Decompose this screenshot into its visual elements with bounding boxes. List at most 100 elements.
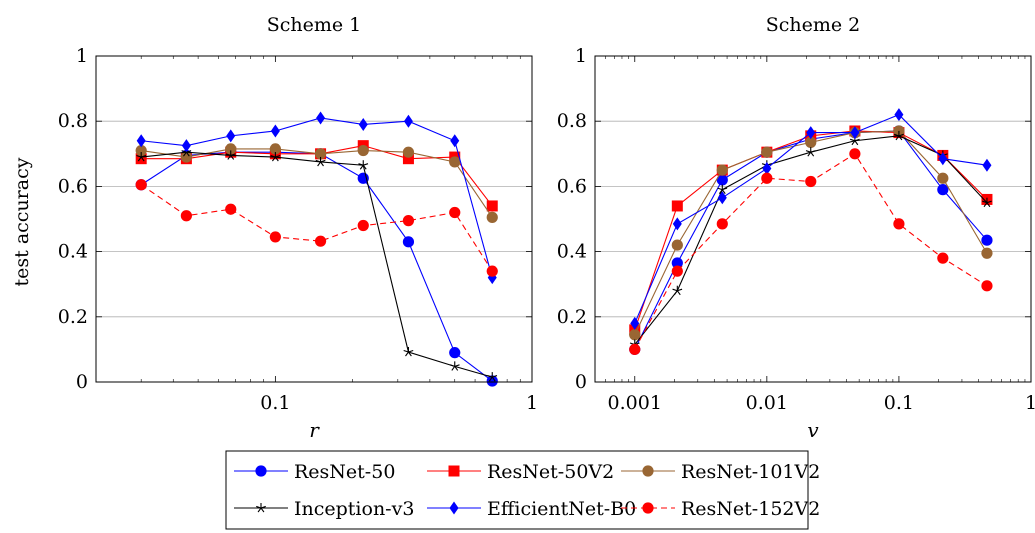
panel-1-series-inception-v3	[136, 147, 498, 382]
legend-label: EfficientNet-B0	[487, 498, 636, 520]
panel-2-data-point	[805, 147, 816, 157]
panel-1-series-line	[141, 151, 493, 378]
panel-1-series-line	[140, 184, 493, 272]
panel-2-data-point	[629, 329, 641, 341]
panel-2-series-resnet-152v2	[629, 148, 993, 355]
panel-2-data-point	[717, 191, 727, 205]
panel-2-data-point	[717, 184, 728, 195]
panel-2-series-line	[634, 130, 988, 335]
panel-2-title: Scheme 2	[766, 14, 861, 36]
panel-2-data-point	[982, 197, 992, 208]
panel-1-data-point	[487, 372, 498, 382]
panel-2-y-tick-label: 0.6	[557, 175, 587, 197]
panel-2-data-point	[716, 174, 728, 186]
panel-1-data-point	[402, 153, 414, 165]
panel-1-data-point	[449, 361, 460, 371]
panel-1-data-point	[225, 150, 236, 160]
legend-label: Inception-v3	[294, 498, 414, 520]
panel-1-frame	[95, 55, 533, 383]
panel-1-plot: 0.1 1 0 0.2 0.4 0.6 0.8 1 Scheme 1 r	[58, 14, 538, 442]
panel-1-data-point	[449, 206, 461, 219]
panel-2-data-point	[672, 217, 682, 231]
legend-entry-resnet-50v2: ResNet-50V2	[427, 461, 614, 483]
panel-1-y-tick-label: 0.4	[58, 241, 88, 263]
panel-2-x-tick-label: 1	[1025, 392, 1035, 414]
panel-1-series-resnet-152v2	[135, 179, 498, 277]
legend-label: ResNet-152V2	[681, 498, 820, 520]
panel-2-data-point	[716, 218, 728, 230]
panel-1-data-point	[270, 152, 281, 162]
panel-2-data-point	[671, 239, 683, 251]
panel-2-series-line	[634, 135, 988, 345]
panel-1-data-point	[449, 347, 461, 359]
panel-1-data-point	[135, 179, 147, 191]
panel-1-data-point	[402, 236, 415, 248]
panel-2-data-point	[806, 126, 816, 140]
legend-entry-efficientnet-b0: EfficientNet-B0	[427, 498, 636, 520]
legend-label: ResNet-101V2	[681, 461, 820, 483]
panel-1-series-resnet-101v2	[135, 143, 498, 223]
panel-2-x-tick-label: 0.01	[746, 392, 788, 414]
panel-2-data-point	[937, 252, 949, 264]
panel-1-data-point	[226, 129, 236, 143]
panel-2-series-resnet-101v2	[629, 125, 993, 341]
panel-1-series-efficientnet-b0	[136, 111, 497, 285]
panel-1-data-point	[314, 148, 327, 160]
panel-1-data-point	[269, 143, 281, 155]
panel-2-y-tick-label: 0.4	[557, 241, 587, 263]
panel-1-x-axis-label: r	[309, 418, 320, 442]
panel-2-data-point	[981, 247, 993, 259]
panel-2-x-tick-label: 0.001	[608, 392, 662, 414]
panel-2-series-line	[634, 130, 988, 331]
panel-1-data-point	[316, 111, 326, 125]
panel-2-series-efficientnet-b0	[630, 108, 992, 330]
panel-1-data-point	[225, 203, 237, 215]
panel-2-data-point	[762, 161, 772, 175]
legend-marker	[448, 465, 460, 477]
panel-2-data-point	[671, 257, 683, 269]
panel-1-data-point	[450, 134, 460, 148]
panel-1-data-point	[486, 265, 498, 277]
panel-1-data-point	[486, 375, 498, 387]
panel-1-data-point	[449, 156, 461, 168]
panel-1-data-point	[315, 156, 326, 167]
panel-1-y-tick-label: 0.8	[58, 110, 88, 132]
panel-2-data-point	[938, 152, 948, 166]
panel-1-data-point	[486, 211, 498, 223]
panel-2-data-point	[981, 280, 993, 292]
legend-marker	[642, 465, 654, 477]
panel-1-data-point	[357, 144, 369, 157]
panel-2-data-point	[761, 172, 773, 184]
panel-1-data-point	[486, 200, 498, 212]
panel-1-x-tick-label: 0.1	[260, 392, 290, 414]
panel-1-data-point	[135, 153, 147, 165]
panel-2-data-point	[982, 158, 992, 172]
legend-marker	[255, 465, 267, 477]
panel-2-data-point	[630, 316, 640, 330]
legend-entry-resnet-101v2: ResNet-101V2	[621, 461, 820, 483]
panel-2-data-point	[805, 175, 817, 188]
panel-1-series-line	[141, 117, 493, 278]
legend-marker	[449, 501, 459, 515]
legend-entry-resnet-50: ResNet-50	[234, 461, 395, 483]
panel-1-data-point	[136, 152, 147, 162]
y-axis-label: test accuracy	[11, 157, 33, 286]
panel-2-data-point	[894, 108, 904, 122]
panel-1-data-point	[402, 146, 415, 158]
panel-2-data-point	[937, 184, 949, 196]
panel-1-y-tick-label: 0.2	[58, 306, 88, 328]
panel-1-data-point	[180, 210, 192, 222]
legend-marker	[642, 502, 654, 514]
panel-1-title: Scheme 1	[267, 14, 362, 36]
panel-1-y-tick-label: 0.6	[58, 175, 88, 197]
panel-2-data-point	[981, 234, 993, 246]
legend-label: ResNet-50V2	[487, 461, 614, 483]
panel-1-data-point	[180, 151, 192, 163]
panel-1-data-point	[181, 139, 191, 153]
panel-2-data-point	[893, 130, 904, 141]
panel-1-data-point	[358, 117, 368, 131]
panel-1-data-point	[357, 219, 369, 232]
panel-2-series-resnet-50v2	[629, 125, 993, 336]
panel-2-data-point	[671, 265, 683, 277]
